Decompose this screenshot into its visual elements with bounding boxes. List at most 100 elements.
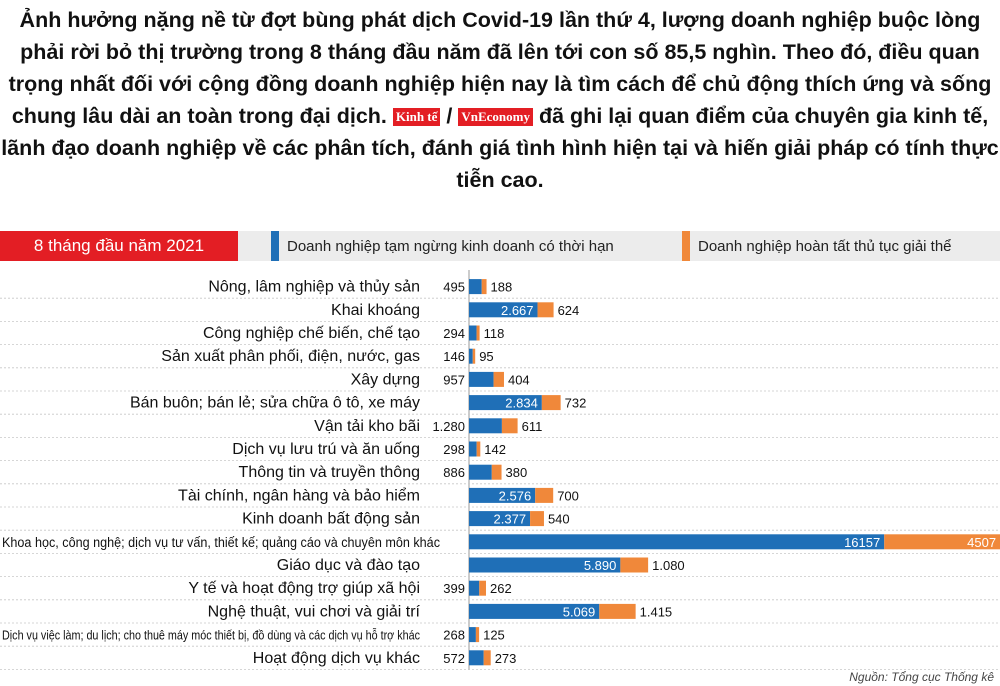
category-label: Y tế và hoạt động trợ giúp xã hội (188, 580, 420, 597)
data-label-suspended: 886 (443, 465, 465, 480)
bar-suspended (469, 395, 542, 411)
bar-suspended (469, 603, 600, 619)
data-label-suspended: 16157 (844, 535, 880, 550)
data-label-dissolved: 611 (522, 419, 543, 434)
category-label: Công nghiệp chế biến, chế tạo (203, 325, 420, 342)
bar-dissolved (475, 627, 480, 643)
category-label: Bán buôn; bán lẻ; sửa chữa ô tô, xe máy (130, 395, 420, 412)
bar-suspended (469, 418, 502, 434)
bar-dissolved (491, 464, 502, 480)
category-label: Hoạt động dịch vụ khác (253, 650, 420, 667)
bar-dissolved (501, 418, 518, 434)
bar-suspended (469, 464, 492, 480)
source-note: Nguồn: Tổng cục Thống kê (849, 670, 994, 684)
bar-suspended (469, 371, 494, 387)
bar-suspended (469, 348, 473, 364)
category-label: Khai khoáng (331, 302, 420, 319)
data-label-suspended: 572 (443, 651, 465, 666)
category-label: Giáo dục và đào tạo (277, 557, 420, 574)
data-label-suspended: 146 (443, 349, 465, 364)
data-label-suspended: 5.890 (584, 558, 617, 573)
data-label-suspended: 2.667 (501, 303, 534, 318)
data-label-dissolved: 125 (483, 628, 505, 643)
intro-text-part2: đã ghi lại quan điểm của chuyên gia kinh… (1, 104, 999, 192)
data-label-dissolved: 1.080 (652, 558, 685, 573)
legend-swatch-orange (682, 231, 690, 261)
data-label-suspended: 268 (443, 628, 465, 643)
bar-dissolved (472, 348, 476, 364)
bar-dissolved (884, 534, 1000, 550)
category-label: Vận tải kho bãi (314, 418, 420, 435)
bar-suspended (469, 650, 484, 666)
data-label-dissolved: 404 (508, 372, 530, 387)
bar-dissolved (541, 395, 561, 411)
category-label: Sản xuất phân phối, điện, nước, gas (161, 348, 420, 365)
bar-dissolved (476, 441, 481, 457)
legend-label-dissolved: Doanh nghiệp hoàn tất thủ tục giải thể (698, 238, 952, 255)
bar-suspended (469, 534, 885, 550)
bar-suspended (469, 441, 477, 457)
data-label-dissolved: 95 (479, 349, 493, 364)
data-label-suspended: 5.069 (563, 604, 596, 619)
category-label: Kinh doanh bất động sản (242, 511, 420, 528)
category-label: Khoa học, công nghệ; dịch vụ tư vấn, thi… (2, 535, 440, 550)
bar-dissolved (476, 325, 480, 341)
bar-dissolved (479, 580, 486, 596)
vneconomy-logo: VnEconomy (458, 108, 533, 126)
data-label-dissolved: 142 (484, 442, 506, 457)
data-label-suspended: 957 (443, 372, 465, 387)
bar-chart: Nông, lâm nghiệp và thủy sản 495 188 Khai k… (0, 270, 1000, 670)
category-label: Dịch vụ việc làm; du lịch; cho thuê máy … (2, 628, 420, 643)
bar-suspended (469, 279, 482, 295)
bar-dissolved (535, 487, 554, 503)
category-label: Nông, lâm nghiệp và thủy sản (208, 279, 420, 296)
bar-dissolved (493, 371, 504, 387)
data-label-dissolved: 4507 (967, 535, 996, 550)
bar-dissolved (483, 650, 491, 666)
data-label-suspended: 2.377 (494, 512, 527, 527)
data-label-suspended: 298 (443, 442, 465, 457)
bar-dissolved (481, 279, 487, 295)
legend-swatch-blue (271, 231, 279, 261)
category-label: Xây dựng (351, 371, 420, 388)
category-label: Tài chính, ngân hàng và bảo hiểm (178, 486, 420, 504)
data-label-dissolved: 380 (506, 465, 528, 480)
data-label-dissolved: 732 (565, 396, 587, 411)
bar-suspended (469, 325, 477, 341)
data-label-dissolved: 540 (548, 512, 570, 527)
data-label-suspended: 2.576 (499, 488, 532, 503)
chart-period-title: 8 tháng đầu năm 2021 (0, 231, 238, 261)
bar-suspended (469, 511, 531, 527)
data-label-dissolved: 700 (557, 488, 579, 503)
logo-separator: / (446, 104, 453, 128)
category-label: Thông tin và truyền thông (239, 464, 420, 481)
intro-text-part1: Ảnh hưởng nặng nề từ đợt bùng phát dịch … (8, 8, 992, 128)
kinhte-logo: Kinh tế (392, 108, 441, 126)
data-label-suspended: 2.834 (505, 396, 538, 411)
legend-label-suspended: Doanh nghiệp tạm ngừng kinh doanh có thờ… (287, 238, 614, 255)
intro-paragraph: Ảnh hưởng nặng nề từ đợt bùng phát dịch … (0, 0, 1000, 196)
data-label-suspended: 495 (443, 280, 465, 295)
legend-item-suspended: Doanh nghiệp tạm ngừng kinh doanh có thờ… (271, 231, 614, 261)
bar-suspended (469, 302, 538, 318)
category-label: Dịch vụ lưu trú và ăn uống (232, 441, 420, 458)
bar-suspended (469, 557, 621, 573)
data-label-dissolved: 118 (484, 326, 505, 341)
data-label-suspended: 399 (443, 581, 465, 596)
data-label-dissolved: 262 (490, 581, 512, 596)
data-label-dissolved: 624 (558, 303, 580, 318)
data-label-dissolved: 1.415 (640, 604, 673, 619)
bar-dissolved (599, 603, 636, 619)
bar-dissolved (620, 557, 649, 573)
bar-suspended (469, 487, 536, 503)
data-label-dissolved: 188 (491, 280, 513, 295)
bar-dissolved (530, 511, 544, 527)
bar-suspended (469, 627, 476, 643)
data-label-suspended: 294 (443, 326, 465, 341)
legend-item-dissolved: Doanh nghiệp hoàn tất thủ tục giải thể (682, 231, 952, 261)
data-label-suspended: 1.280 (432, 419, 465, 434)
data-label-dissolved: 273 (495, 651, 517, 666)
bar-suspended (469, 580, 480, 596)
category-label: Nghệ thuật, vui chơi và giải trí (208, 603, 421, 620)
bar-dissolved (537, 302, 554, 318)
